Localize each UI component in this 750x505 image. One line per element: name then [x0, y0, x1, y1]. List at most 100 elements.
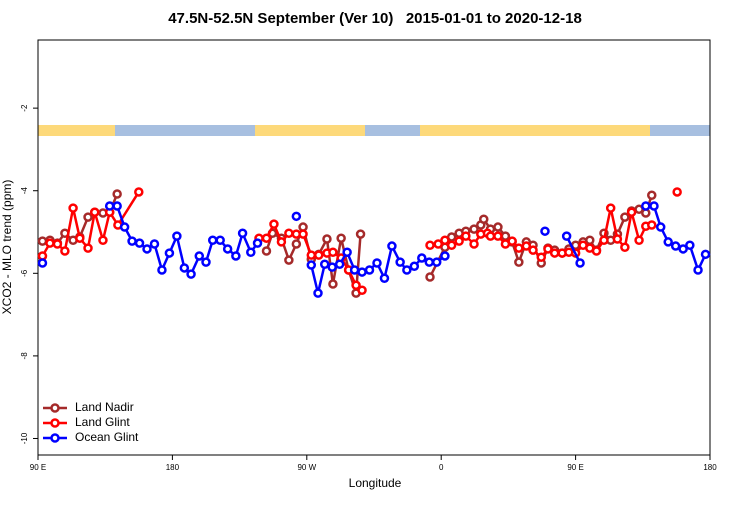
- y-tick-label: -10: [20, 432, 29, 444]
- data-point: [83, 243, 93, 253]
- data-point: [134, 187, 144, 197]
- data-point: [670, 241, 681, 251]
- data-point: [424, 257, 435, 267]
- data-point: [591, 246, 602, 256]
- data-point: [157, 265, 167, 275]
- data-point: [469, 224, 479, 234]
- data-point: [612, 234, 623, 244]
- data-point: [322, 234, 332, 244]
- data-point: [433, 239, 443, 249]
- data-point: [655, 222, 666, 232]
- legend-label: Ocean Glint: [75, 430, 139, 444]
- data-point: [52, 239, 63, 249]
- data-point: [186, 269, 196, 279]
- data-point: [402, 265, 412, 275]
- data-point: [536, 252, 547, 262]
- data-point: [134, 238, 145, 248]
- data-point: [409, 261, 420, 272]
- data-point: [89, 207, 100, 217]
- data-point: [395, 257, 405, 267]
- data-point: [261, 246, 272, 256]
- data-point: [194, 251, 205, 261]
- x-axis-label: Longitude: [349, 476, 402, 490]
- data-point: [246, 247, 256, 257]
- data-point: [104, 201, 115, 211]
- legend-label: Land Glint: [75, 415, 130, 429]
- data-point: [351, 280, 361, 291]
- data-point: [672, 187, 682, 197]
- data-point: [179, 263, 190, 273]
- data-point: [493, 222, 503, 232]
- data-point: [521, 241, 532, 251]
- data-point: [306, 260, 317, 270]
- data-point: [112, 201, 122, 211]
- data-point: [45, 238, 55, 248]
- x-tick-label: 90 W: [297, 463, 316, 472]
- data-point: [485, 231, 496, 241]
- data-point: [306, 250, 317, 260]
- data-point: [291, 239, 302, 249]
- legend-label: Land Nadir: [75, 400, 134, 414]
- data-point: [37, 236, 48, 246]
- data-point: [417, 253, 427, 263]
- data-point: [372, 258, 382, 268]
- data-point: [334, 259, 345, 269]
- data-point: [440, 251, 450, 261]
- data-point: [222, 244, 233, 254]
- data-point: [514, 243, 524, 253]
- data-point: [379, 273, 390, 284]
- data-point: [469, 239, 479, 249]
- data-point: [284, 255, 294, 265]
- data-point: [68, 203, 78, 213]
- data-point: [149, 239, 160, 249]
- x-tick-label: 90 E: [567, 463, 583, 472]
- data-point: [313, 288, 323, 298]
- data-point: [685, 240, 695, 250]
- y-axis-label: XCO2 - MLO trend (ppm): [0, 180, 14, 315]
- data-point: [231, 251, 241, 261]
- chart-title: 47.5N-52.5N September (Ver 10) 2015-01-0…: [168, 10, 582, 27]
- data-point: [336, 233, 346, 243]
- data-point: [284, 228, 294, 239]
- data-point: [387, 241, 397, 251]
- data-point: [549, 248, 560, 258]
- plot-frame: [37, 39, 711, 456]
- data-point: [446, 240, 457, 250]
- data-point: [440, 235, 450, 246]
- legend-marker: [50, 403, 60, 413]
- data-point: [276, 237, 287, 247]
- data-point: [528, 245, 538, 255]
- data-point: [461, 231, 471, 241]
- data-point: [207, 235, 218, 246]
- data-point: [493, 231, 503, 241]
- data-point: [119, 222, 130, 232]
- data-point: [620, 242, 630, 253]
- data-point: [261, 233, 272, 243]
- y-tick-label: -2: [20, 104, 29, 112]
- data-point: [357, 285, 367, 295]
- data-point: [112, 189, 122, 199]
- y-tick-label: -6: [20, 269, 29, 277]
- data-point: [328, 247, 338, 257]
- data-point: [649, 201, 659, 211]
- data-point: [328, 279, 338, 289]
- legend-marker: [50, 433, 60, 443]
- series: [37, 201, 711, 298]
- data-point: [37, 258, 48, 268]
- data-point: [327, 262, 337, 272]
- data-point: [425, 240, 435, 250]
- data-point: [647, 190, 657, 201]
- data-point: [75, 233, 85, 243]
- data-point: [349, 265, 360, 275]
- data-point: [479, 214, 489, 224]
- data-point: [298, 229, 308, 239]
- data-point: [319, 259, 330, 269]
- data-point: [454, 236, 464, 246]
- data-point: [634, 235, 644, 246]
- data-point: [291, 211, 302, 222]
- data-point: [252, 238, 263, 248]
- land-band: [420, 125, 650, 136]
- ocean-band: [650, 125, 710, 136]
- data-point: [663, 237, 673, 247]
